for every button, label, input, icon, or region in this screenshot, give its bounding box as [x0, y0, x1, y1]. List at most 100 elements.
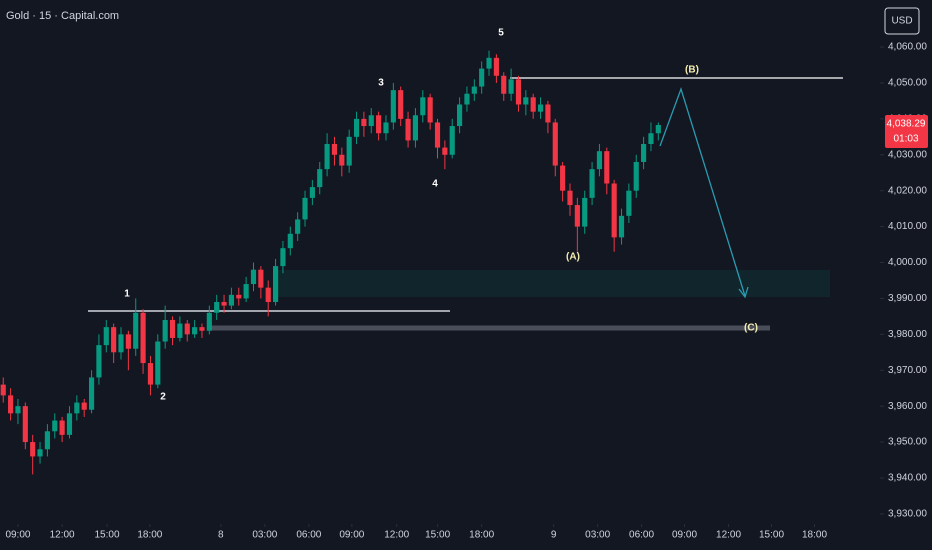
- candle-body: [140, 312, 146, 364]
- candle-body: [523, 97, 529, 105]
- candle-body: [457, 104, 463, 127]
- candle-body: [111, 327, 117, 353]
- wave-label: 5: [498, 28, 504, 39]
- candle-body: [280, 248, 286, 267]
- candle-body: [243, 284, 249, 299]
- candle-body: [169, 319, 176, 338]
- candle-body: [552, 122, 558, 166]
- candle-body: [192, 327, 198, 335]
- candle-body: [545, 104, 551, 123]
- y-tick-label: 3,940.00: [888, 473, 927, 484]
- candle-body: [589, 169, 595, 198]
- candle-body: [530, 97, 536, 112]
- y-tick-label: 3,960.00: [888, 401, 927, 412]
- candle-body: [596, 151, 603, 170]
- candle-body: [604, 151, 610, 184]
- candle-body: [295, 219, 301, 234]
- candle-body: [493, 57, 499, 76]
- y-tick-label: 3,990.00: [888, 293, 927, 304]
- candle-body: [353, 118, 360, 137]
- candle-body: [59, 420, 65, 435]
- candle-body: [515, 79, 522, 105]
- last-price-label: 4,038.29: [887, 119, 926, 130]
- candle-body: [434, 122, 441, 148]
- candle-body: [574, 205, 580, 227]
- candle-body: [508, 79, 514, 94]
- candle-body: [486, 57, 492, 69]
- candle-body: [88, 377, 95, 410]
- wave-label: (B): [685, 65, 699, 76]
- wave-label: (A): [566, 252, 580, 263]
- candle-body: [15, 406, 21, 414]
- candle-body: [331, 144, 338, 155]
- candle-body: [501, 75, 507, 94]
- candle-body: [309, 187, 315, 198]
- candle-body: [44, 431, 50, 450]
- y-tick-label: 4,030.00: [888, 149, 927, 160]
- candle-body: [155, 341, 161, 385]
- currency-box[interactable]: [884, 7, 920, 35]
- currency: USD: [891, 16, 912, 27]
- candle-body: [8, 395, 14, 414]
- candle-body: [361, 118, 367, 127]
- candle-body: [236, 294, 242, 299]
- candle-body: [611, 183, 617, 238]
- candle-body: [398, 90, 404, 119]
- y-tick-label: 4,000.00: [888, 257, 927, 268]
- candle-body: [479, 68, 485, 87]
- y-tick-label: 3,980.00: [888, 329, 927, 340]
- candle-body: [302, 197, 308, 220]
- candle-body: [0, 384, 6, 396]
- candle-body: [250, 269, 257, 285]
- x-tick-label: 18:00: [469, 530, 494, 541]
- candle-body: [66, 413, 73, 435]
- candle-body: [376, 115, 382, 134]
- candle-body: [287, 233, 293, 249]
- candles: [0, 50, 661, 475]
- candle-body: [560, 165, 566, 191]
- x-tick-label: 18:00: [137, 530, 162, 541]
- x-tick-label: 09:00: [5, 530, 30, 541]
- x-tick-label: 03:00: [585, 530, 610, 541]
- x-tick-label: 09:00: [339, 530, 364, 541]
- candle-body: [405, 118, 411, 141]
- y-tick-label: 3,970.00: [888, 365, 927, 376]
- wave-label: 3: [378, 78, 384, 89]
- demand-zone: [278, 270, 830, 297]
- candle-body: [118, 334, 124, 353]
- candle-body: [471, 86, 477, 94]
- candle-body: [177, 323, 183, 338]
- candle-body: [96, 345, 102, 378]
- candle-body: [618, 215, 625, 238]
- candle-body: [184, 323, 190, 335]
- wave-label: 2: [160, 392, 166, 403]
- candle-body: [221, 302, 227, 306]
- chart-title: Gold · 15 · Capital.com: [6, 10, 119, 22]
- candle-body: [464, 93, 470, 105]
- last-price-tag: [885, 115, 928, 149]
- candle-body: [648, 133, 654, 145]
- x-tick-label: 15:00: [95, 530, 120, 541]
- x-tick-label: 12:00: [384, 530, 409, 541]
- candle-body: [346, 136, 352, 166]
- x-tick-label: 09:00: [672, 530, 697, 541]
- candle-body: [125, 334, 131, 349]
- candle-body: [582, 197, 588, 227]
- candle-body: [228, 294, 234, 306]
- candle-body: [74, 402, 80, 414]
- candle-body: [427, 97, 433, 123]
- candle-body: [30, 442, 36, 457]
- candle-body: [412, 115, 419, 141]
- candle-body: [317, 169, 323, 188]
- wave-label: 1: [124, 289, 130, 300]
- candle-body: [655, 125, 661, 134]
- candle-body: [147, 363, 154, 385]
- candle-body: [258, 269, 264, 288]
- countdown: 01:03: [893, 134, 918, 145]
- candle-body: [133, 312, 139, 349]
- x-tick-label: 9: [551, 530, 557, 541]
- candle-body: [383, 122, 389, 134]
